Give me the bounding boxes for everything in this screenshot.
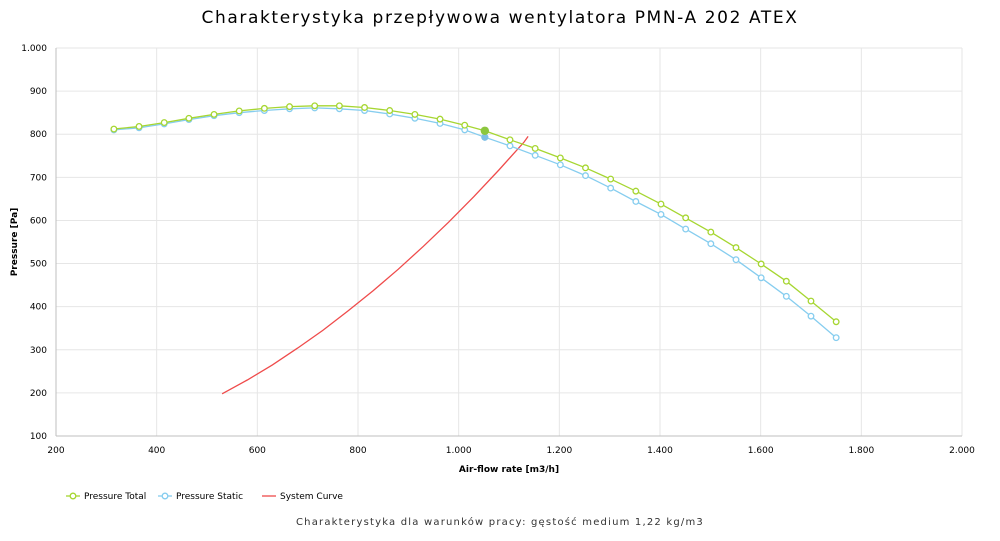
data-point-pressure-static[interactable]	[657, 210, 665, 218]
series-layer	[110, 102, 840, 395]
data-point-pressure-total[interactable]	[556, 154, 564, 162]
data-point-pressure-total[interactable]	[832, 318, 840, 326]
x-axis-title: Air-flow rate [m3/h]	[459, 465, 559, 475]
legend-label: Pressure Total	[84, 492, 146, 502]
data-point-pressure-total[interactable]	[260, 104, 268, 112]
y-tick-label: 800	[30, 130, 47, 140]
data-point-pressure-static[interactable]	[707, 240, 715, 248]
x-tick-label: 1.200	[546, 446, 572, 456]
data-point-pressure-total[interactable]	[757, 260, 765, 268]
data-point-pressure-total[interactable]	[160, 119, 168, 127]
data-point-pressure-total[interactable]	[135, 123, 143, 130]
x-tick-label: 1.000	[446, 446, 472, 456]
series-pressure-static	[110, 104, 840, 342]
data-point-pressure-static[interactable]	[782, 292, 790, 300]
data-point-pressure-static[interactable]	[832, 334, 840, 342]
data-point-pressure-total[interactable]	[361, 104, 368, 111]
data-point-pressure-total[interactable]	[436, 115, 444, 123]
data-point-pressure-static[interactable]	[607, 184, 615, 192]
chart-footnote: Charakterystyka dla warunków pracy: gęst…	[296, 517, 704, 528]
x-tick-label: 400	[148, 446, 165, 456]
data-point-pressure-total[interactable]	[807, 297, 815, 305]
data-point-pressure-total[interactable]	[110, 125, 118, 133]
operating-point-static[interactable]	[481, 133, 489, 141]
legend-item-pressure-total[interactable]: Pressure Total	[66, 492, 146, 502]
data-point-pressure-static[interactable]	[531, 151, 539, 159]
grid	[56, 47, 963, 436]
legend-swatch-marker	[161, 492, 169, 500]
data-point-pressure-total[interactable]	[582, 164, 589, 172]
x-tick-label: 800	[349, 446, 366, 456]
y-tick-label: 600	[30, 216, 47, 226]
y-tick-label: 1.000	[21, 44, 47, 54]
series-pressure-total	[110, 102, 840, 326]
data-point-pressure-total[interactable]	[531, 144, 539, 152]
series-line-system-curve	[221, 136, 529, 395]
y-tick-label: 200	[30, 389, 47, 399]
data-point-pressure-total[interactable]	[185, 114, 193, 122]
y-tick-label: 300	[30, 346, 47, 356]
data-point-pressure-total[interactable]	[632, 187, 640, 195]
legend-swatch-marker	[69, 492, 77, 500]
y-tick-label: 900	[30, 87, 47, 97]
data-point-pressure-total[interactable]	[607, 175, 615, 183]
data-point-pressure-total[interactable]	[707, 228, 715, 236]
data-point-pressure-static[interactable]	[732, 256, 740, 264]
x-tick-label: 200	[47, 446, 64, 456]
x-tick-label: 2.000	[949, 446, 975, 456]
legend[interactable]: Pressure Total Pressure Static System Curv…	[66, 492, 343, 502]
chart-title: Charakterystyka przepływowa wentylatora …	[201, 8, 799, 28]
legend-label: System Curve	[280, 492, 343, 502]
y-tick-label: 100	[30, 432, 47, 442]
data-point-pressure-total[interactable]	[682, 214, 690, 222]
data-point-pressure-static[interactable]	[632, 198, 640, 205]
series-line-pressure-static	[113, 107, 837, 339]
data-point-pressure-total[interactable]	[461, 121, 469, 129]
axes	[55, 48, 962, 437]
series-line-pressure-total	[113, 105, 837, 323]
data-point-pressure-static[interactable]	[757, 274, 765, 282]
data-point-pressure-total[interactable]	[286, 103, 293, 111]
y-tick-label: 500	[30, 260, 47, 270]
data-point-pressure-static[interactable]	[556, 161, 564, 169]
data-point-pressure-static[interactable]	[506, 142, 514, 150]
operating-point-total[interactable]	[480, 126, 490, 135]
data-point-pressure-static[interactable]	[807, 312, 815, 320]
data-point-pressure-total[interactable]	[386, 107, 394, 114]
data-point-pressure-total[interactable]	[506, 136, 514, 144]
data-point-pressure-total[interactable]	[732, 244, 740, 252]
data-point-pressure-static[interactable]	[582, 172, 589, 180]
data-point-pressure-total[interactable]	[210, 110, 218, 118]
x-tick-label: 600	[249, 446, 266, 456]
y-tick-labels: 100 200 300 400 500 600 700 800 900 1.000	[21, 44, 47, 442]
data-point-pressure-total[interactable]	[311, 102, 319, 110]
y-axis-title: Pressure [Pa]	[10, 208, 20, 277]
x-tick-labels: 200 400 600 800 1.000 1.200 1.400 1.600 1.800 2.0…	[47, 446, 975, 456]
y-tick-label: 700	[30, 173, 47, 183]
legend-item-system-curve[interactable]: System Curve	[262, 492, 343, 502]
x-tick-label: 1.600	[748, 446, 774, 456]
data-point-pressure-total[interactable]	[782, 277, 790, 285]
y-tick-label: 400	[30, 303, 47, 313]
x-tick-label: 1.400	[647, 446, 673, 456]
data-point-pressure-static[interactable]	[682, 225, 690, 233]
x-tick-label: 1.800	[848, 446, 874, 456]
data-point-pressure-total[interactable]	[235, 107, 243, 115]
data-point-pressure-total[interactable]	[657, 200, 665, 208]
legend-label: Pressure Static	[176, 492, 243, 502]
series-system-curve	[221, 136, 529, 395]
data-point-pressure-total[interactable]	[411, 110, 419, 118]
legend-item-pressure-static[interactable]: Pressure Static	[158, 492, 243, 502]
data-point-pressure-total[interactable]	[335, 102, 343, 110]
